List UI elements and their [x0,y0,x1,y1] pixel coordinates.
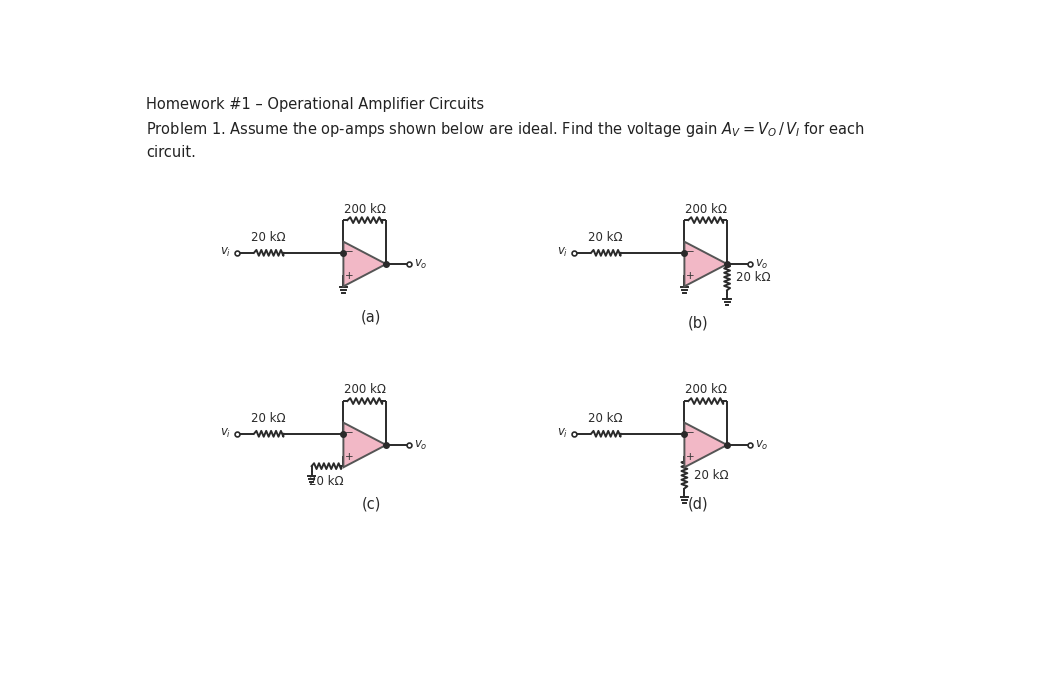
Text: Homework #1 – Operational Amplifier Circuits: Homework #1 – Operational Amplifier Circ… [146,97,485,112]
Text: 200 kΩ: 200 kΩ [685,384,727,396]
Text: 20 kΩ: 20 kΩ [694,469,728,482]
Text: −: − [345,428,354,438]
Text: −: − [687,247,695,257]
Text: +: + [345,271,354,281]
Polygon shape [344,423,386,467]
Text: +: + [687,271,695,281]
Text: circuit.: circuit. [146,145,196,160]
Text: +: + [345,452,354,462]
Polygon shape [685,423,727,467]
Text: −: − [345,247,354,257]
Text: $v_i$: $v_i$ [220,427,232,440]
Text: 20 kΩ: 20 kΩ [252,231,286,244]
Text: +: + [687,452,695,462]
Text: 200 kΩ: 200 kΩ [344,384,386,396]
Text: (a): (a) [361,310,381,324]
Text: (b): (b) [688,316,708,330]
Text: Problem 1. Assume the op-amps shown below are ideal. Find the voltage gain $A_V : Problem 1. Assume the op-amps shown belo… [146,120,864,139]
Text: 200 kΩ: 200 kΩ [344,203,386,215]
Text: 20 kΩ: 20 kΩ [588,231,623,244]
Text: 20 kΩ: 20 kΩ [736,271,771,283]
Polygon shape [685,242,727,286]
Text: 200 kΩ: 200 kΩ [685,203,727,215]
Text: −: − [687,428,695,438]
Text: $v_i$: $v_i$ [558,246,568,259]
Text: $v_i$: $v_i$ [558,427,568,440]
Text: 20 kΩ: 20 kΩ [588,412,623,425]
Text: 20 kΩ: 20 kΩ [309,475,344,489]
Text: $v_o$: $v_o$ [755,438,768,452]
Polygon shape [344,242,386,286]
Text: 20 kΩ: 20 kΩ [252,412,286,425]
Text: $v_o$: $v_o$ [414,438,427,452]
Text: (d): (d) [688,497,708,511]
Text: (c): (c) [361,497,381,511]
Text: $v_i$: $v_i$ [220,246,232,259]
Text: $v_o$: $v_o$ [414,258,427,271]
Text: $v_o$: $v_o$ [755,258,768,271]
